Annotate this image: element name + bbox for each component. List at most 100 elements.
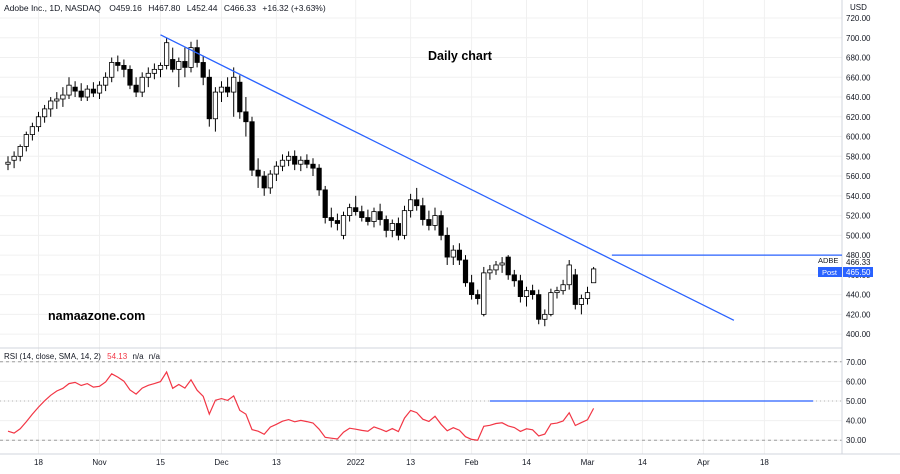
candle-body-up: [407, 199, 414, 212]
candle-body-down: [426, 219, 432, 226]
time-tick-label: Mar: [581, 458, 595, 467]
ohlc-open-label: O: [109, 3, 116, 13]
candle-body-up: [487, 269, 493, 274]
candle-body-down: [383, 219, 389, 231]
price-tick-label: 660.00: [846, 73, 871, 82]
candle-body-up: [84, 88, 90, 98]
candle-body-up: [60, 94, 66, 100]
candle-body-up: [298, 159, 304, 165]
downtrend-line[interactable]: [160, 34, 735, 321]
candle: [505, 255, 511, 280]
price-axis[interactable]: 400.00420.00440.00460.00480.00500.00520.…: [846, 14, 871, 339]
candle-body-down: [310, 163, 316, 169]
candle: [334, 213, 341, 231]
candle: [328, 207, 334, 228]
candle: [170, 47, 176, 73]
candle-body-down: [353, 207, 359, 213]
candle: [298, 156, 304, 172]
candle: [542, 309, 548, 327]
price-grid: [0, 0, 842, 454]
candle-body-up: [96, 84, 103, 94]
candle-body-up: [48, 100, 54, 110]
rsi-title: RSI (14, close, SMA, 14, 2): [4, 352, 101, 361]
candle-body-up: [139, 76, 145, 93]
candle: [578, 294, 585, 315]
currency-label: USD: [850, 3, 867, 12]
candle-body-down: [255, 169, 261, 177]
price-tick-label: 620.00: [846, 113, 871, 122]
candle: [212, 87, 218, 132]
candle: [353, 195, 359, 216]
candle: [340, 211, 347, 240]
candle-body-up: [29, 126, 36, 135]
time-tick-label: Feb: [465, 458, 479, 467]
candle: [72, 81, 78, 98]
candlestick-series: [5, 37, 597, 327]
candle-body-down: [438, 215, 444, 236]
rsi-line: [7, 370, 595, 441]
candle: [103, 72, 109, 92]
candle-body-down: [572, 274, 578, 305]
chart-title-annotation: Daily chart: [428, 49, 493, 63]
candle: [591, 266, 597, 284]
candle-body-down: [322, 189, 328, 218]
candle: [395, 217, 402, 241]
candle: [176, 57, 182, 88]
candle-body-down: [72, 86, 78, 92]
candle: [530, 284, 536, 300]
ohlc-low-value: 452.44: [191, 3, 217, 13]
candle-body-down: [511, 274, 517, 282]
time-tick-label: 18: [34, 458, 43, 467]
candle: [407, 193, 414, 218]
candle-body-down: [200, 62, 206, 78]
rsi-legend[interactable]: RSI (14, close, SMA, 14, 2) 54.13 n/a n/…: [4, 352, 160, 361]
price-tick-label: 520.00: [846, 212, 871, 221]
candle: [456, 243, 463, 265]
candle: [346, 203, 353, 222]
candle-body-down: [468, 282, 475, 296]
candle: [310, 158, 316, 177]
candle: [481, 266, 487, 317]
rsi-axis[interactable]: 30.00 40.00 50.00 60.00 70.00: [846, 358, 867, 445]
candle-body-up: [285, 155, 292, 161]
candle: [560, 279, 566, 295]
post-price-bg: [843, 267, 873, 277]
candle: [487, 264, 493, 280]
candle-body-down: [530, 290, 536, 296]
candle-body-up: [340, 215, 347, 236]
candle: [517, 274, 524, 303]
candle-body-down: [115, 62, 121, 66]
ohlc-open-value: 459.16: [116, 3, 142, 13]
price-tick-label: 440.00: [846, 291, 871, 300]
candle-body-up: [432, 215, 438, 226]
candle: [438, 210, 444, 241]
candle: [200, 55, 206, 86]
candle: [249, 116, 255, 177]
symbol-legend[interactable]: Adobe Inc., 1D, NASDAQ O459.16 H467.80 L…: [4, 3, 326, 13]
candle-body-down: [316, 167, 322, 191]
candle-body-up: [560, 284, 566, 292]
candle-body-up: [157, 65, 164, 70]
rsi-grid: [0, 361, 842, 441]
candle-body-down: [444, 234, 450, 258]
rsi-tick-label: 30.00: [846, 436, 867, 445]
time-axis[interactable]: 18 Nov 15 Dec 13 2022 13 Feb 14 Mar 14 Apr 18: [34, 458, 769, 467]
candle: [420, 197, 426, 226]
candle: [371, 207, 377, 228]
time-tick-label: 14: [522, 458, 531, 467]
candle-body-down: [414, 199, 420, 207]
candle-body-down: [517, 280, 524, 297]
candle-body-down: [334, 220, 341, 224]
candle: [145, 67, 151, 88]
candle: [11, 151, 17, 169]
rsi-value: 54.13: [107, 352, 128, 361]
candle-body-down: [395, 223, 402, 236]
candle: [84, 85, 90, 101]
candle-body-up: [66, 84, 72, 96]
drawing-layer: [160, 34, 842, 321]
candle-body-up: [163, 42, 170, 66]
candle: [206, 69, 212, 127]
candle: [584, 286, 591, 305]
candle-body-up: [231, 76, 237, 93]
